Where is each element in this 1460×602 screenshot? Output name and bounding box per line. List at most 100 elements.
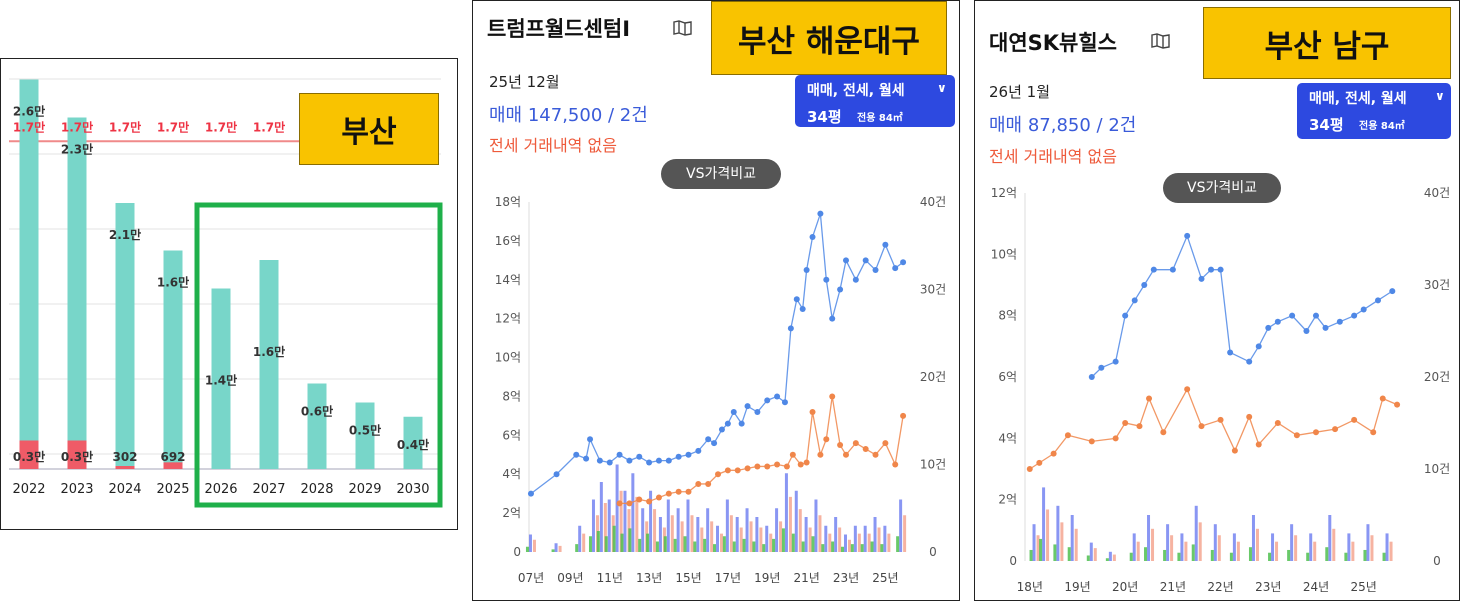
volume-bar: [686, 499, 690, 552]
series-point: [774, 461, 781, 468]
series-point: [685, 451, 692, 458]
map-icon[interactable]: [1151, 33, 1170, 49]
series-point: [823, 436, 830, 443]
series-point: [793, 296, 800, 303]
volume-bar: [525, 546, 529, 552]
series-point: [655, 494, 662, 501]
x-tick-label: 2027: [252, 482, 285, 497]
volume-bar: [1184, 541, 1188, 561]
deal-filter-button[interactable]: 매매, 전세, 월세 ∨ 34평 전용 84㎡: [795, 75, 955, 127]
supply-bar-red: [67, 440, 87, 469]
y-tick-label: 12억: [991, 186, 1017, 200]
series-point: [817, 210, 824, 217]
map-icon[interactable]: [673, 20, 692, 36]
supply-bar-red: [19, 440, 39, 469]
data-label-mid: 2.3만: [61, 142, 93, 157]
x-tick-label: 21년: [793, 571, 819, 585]
x-tick-label: 21년: [1160, 580, 1186, 594]
volume-bar: [1271, 533, 1275, 561]
y2-tick-label: 0: [929, 545, 937, 559]
series-point: [823, 276, 830, 283]
series-point: [626, 500, 633, 507]
volume-bar: [696, 517, 700, 552]
series-point: [842, 257, 849, 264]
volume-bar: [759, 527, 763, 552]
volume-bar: [1180, 533, 1184, 561]
volume-bar: [700, 527, 704, 552]
volume-bar: [1217, 535, 1221, 561]
daeyeon-sk-panel: 대연SK뷰힐스 부산 남구 26년 1월 매매 87,850 / 2건 전세 거…: [974, 0, 1460, 601]
volume-bar: [703, 538, 707, 552]
series-point: [685, 488, 692, 495]
volume-bar: [1325, 547, 1329, 561]
series-point: [583, 455, 590, 462]
volume-bar: [1366, 524, 1370, 561]
series-point: [1131, 297, 1138, 304]
volume-bar: [843, 534, 847, 552]
series-point: [1088, 374, 1095, 380]
series-point: [892, 265, 899, 272]
series-point: [655, 457, 662, 464]
series-point: [783, 463, 790, 470]
y2-tick-label: 30건: [1424, 278, 1450, 292]
volume-bar: [599, 482, 603, 552]
complex-title[interactable]: 트럼프월드센텀I: [487, 17, 631, 41]
volume-bar: [716, 525, 720, 552]
volume-bar: [683, 536, 687, 552]
volume-bar: [828, 533, 832, 552]
series-point: [799, 305, 806, 312]
volume-bar: [745, 508, 749, 552]
volume-bar: [1147, 515, 1151, 561]
vs-compare-button[interactable]: VS가격비교: [661, 159, 781, 189]
x-tick-label: 23년: [833, 571, 859, 585]
series-point: [626, 457, 633, 464]
volume-bar: [638, 538, 642, 552]
series-point: [573, 451, 580, 458]
volume-bar: [762, 544, 766, 552]
x-tick-label: 24년: [1303, 580, 1329, 594]
series-point: [1026, 466, 1033, 472]
sale-summary: 매매 147,500 / 2건: [489, 105, 648, 126]
volume-bar: [612, 525, 616, 552]
y-tick-label: 6억: [998, 370, 1017, 384]
y-tick-label: 6억: [502, 428, 521, 442]
volume-bar: [1056, 505, 1060, 561]
data-label-top: 1.7만: [13, 119, 45, 134]
data-label-mid: 1.4만: [205, 373, 237, 388]
volume-bar: [653, 509, 657, 552]
series-point: [636, 496, 643, 503]
series-point: [636, 453, 643, 460]
x-tick-label: 2022: [12, 482, 45, 497]
exclusive-area-label: 전용 84㎡: [1359, 121, 1405, 132]
data-label-low: 0.3만: [61, 449, 93, 464]
series-point: [527, 490, 534, 497]
volume-bar: [1251, 515, 1255, 561]
volume-bar: [1363, 549, 1367, 561]
data-label-low: 302: [112, 450, 137, 464]
volume-bar: [742, 538, 746, 552]
volume-bar: [784, 473, 788, 552]
vs-compare-button[interactable]: VS가격비교: [1163, 173, 1281, 203]
data-label-mid: 1.6만: [253, 344, 285, 359]
volume-bar: [615, 464, 619, 552]
volume-bar: [1275, 541, 1279, 561]
deal-filter-button[interactable]: 매매, 전세, 월세 ∨ 34평 전용 84㎡: [1297, 83, 1451, 139]
y2-tick-label: 10건: [920, 458, 946, 472]
volume-bar: [808, 527, 812, 552]
volume-bar: [814, 499, 818, 552]
volume-bar: [1385, 533, 1389, 561]
series-point: [715, 471, 722, 478]
complex-title[interactable]: 대연SK뷰힐스: [989, 31, 1117, 55]
data-label-mid: 0.4만: [397, 437, 429, 452]
volume-bar: [1313, 541, 1317, 561]
volume-bar: [646, 533, 650, 552]
volume-bar: [676, 508, 680, 552]
volume-bar: [735, 517, 739, 552]
series-point: [1351, 416, 1358, 423]
y2-tick-label: 10건: [1424, 462, 1450, 476]
volume-bar: [870, 541, 874, 552]
volume-bar: [603, 503, 607, 552]
series-point: [1246, 413, 1253, 420]
volume-bar: [1382, 552, 1386, 561]
y2-tick-label: 30건: [920, 283, 946, 297]
